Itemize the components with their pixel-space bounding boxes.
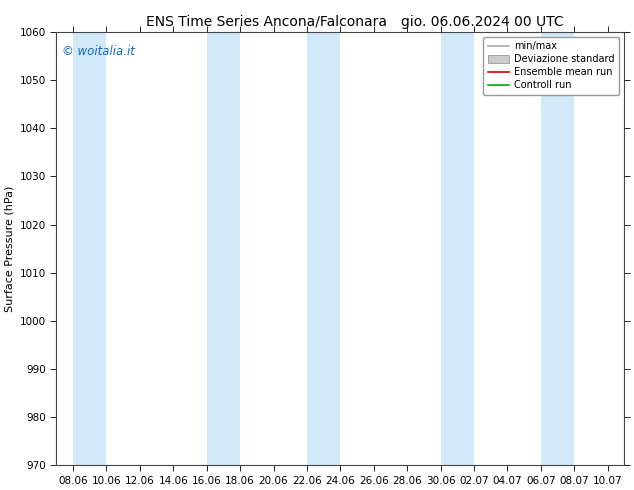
Bar bbox=[207, 32, 240, 466]
Bar bbox=[307, 32, 340, 466]
Text: © woitalia.it: © woitalia.it bbox=[62, 45, 135, 58]
Bar bbox=[441, 32, 474, 466]
Bar bbox=[541, 32, 574, 466]
Text: ENS Time Series Ancona/Falconara: ENS Time Series Ancona/Falconara bbox=[146, 15, 387, 29]
Bar bbox=[73, 32, 107, 466]
Legend: min/max, Deviazione standard, Ensemble mean run, Controll run: min/max, Deviazione standard, Ensemble m… bbox=[483, 37, 619, 95]
Text: gio. 06.06.2024 00 UTC: gio. 06.06.2024 00 UTC bbox=[401, 15, 563, 29]
Y-axis label: Surface Pressure (hPa): Surface Pressure (hPa) bbox=[4, 185, 14, 312]
